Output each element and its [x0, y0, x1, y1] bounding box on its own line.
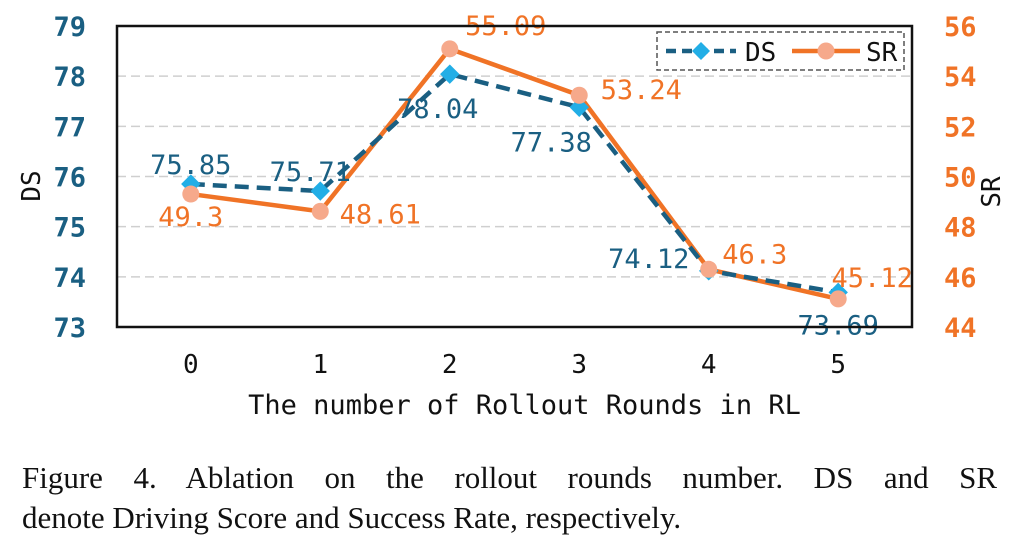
figure-caption: Figure 4. Ablation on the rollout rounds… [22, 458, 997, 538]
ds-data-point [310, 181, 330, 201]
y-left-axis-title: DS [17, 170, 47, 201]
ds-data-point [440, 64, 460, 84]
y-left-tick-label: 77 [53, 112, 86, 143]
y-right-tick-label: 54 [944, 62, 977, 93]
legend-sr-marker [817, 42, 835, 60]
sr-data-point [441, 40, 459, 58]
x-tick-label: 2 [442, 350, 458, 380]
plot-frame [115, 24, 914, 329]
sr-data-label: 48.61 [340, 199, 421, 230]
y-left-tick-label: 79 [53, 12, 86, 43]
y-right-tick-label: 48 [944, 213, 977, 244]
y-right-tick-label: 56 [944, 12, 977, 43]
ds-series-line [190, 71, 839, 295]
sr-data-label: 45.12 [832, 263, 913, 294]
x-axis-title: The number of Rollout Rounds in RL [248, 390, 801, 421]
y-right-tick-label: 52 [944, 112, 977, 143]
ds-data-label: 75.71 [270, 157, 351, 188]
y-left-tick-label: 76 [53, 163, 86, 194]
ds-data-label: 74.12 [608, 244, 689, 275]
legend-ds-marker [692, 42, 710, 60]
chart-figure: 73 74 75 76 77 78 79 44 46 48 50 52 54 56 0 1 2 3 4 5 The nu… [17, 11, 1007, 421]
y-left-tick-label: 75 [53, 213, 86, 244]
ds-data-label: 77.38 [511, 127, 592, 158]
ds-data-point [569, 97, 589, 117]
ds-data-label: 75.85 [150, 150, 231, 181]
sr-data-label: 53.24 [601, 75, 682, 106]
x-tick-label: 4 [701, 350, 717, 380]
sr-data-point [700, 260, 718, 278]
y-left-tick-label: 78 [53, 62, 86, 93]
sr-data-point [570, 86, 588, 104]
y-right-tick-label: 44 [944, 313, 977, 344]
y-left-tick-label: 74 [53, 263, 86, 294]
caption-line-2: denote Driving Score and Success Rate, r… [22, 500, 682, 535]
x-tick-label: 0 [183, 350, 199, 380]
sr-data-point [182, 185, 200, 203]
x-tick-label: 3 [571, 350, 587, 380]
sr-data-point [311, 202, 329, 220]
caption-line-1: Figure 4. Ablation on the rollout rounds… [22, 460, 997, 495]
legend-ds-label: DS [745, 38, 776, 68]
legend-sr-label: SR [866, 38, 898, 68]
sr-data-point [829, 290, 847, 308]
y-right-tick-label: 50 [944, 163, 977, 194]
sr-data-label: 46.3 [722, 239, 787, 270]
ds-data-label: 78.04 [397, 94, 478, 125]
sr-data-label: 49.3 [158, 202, 223, 233]
y-right-axis-title: SR [977, 176, 1007, 208]
y-left-tick-label: 73 [53, 313, 86, 344]
y-right-tick-label: 46 [944, 263, 977, 294]
x-tick-label: 1 [312, 350, 328, 380]
x-tick-label: 5 [830, 350, 846, 380]
